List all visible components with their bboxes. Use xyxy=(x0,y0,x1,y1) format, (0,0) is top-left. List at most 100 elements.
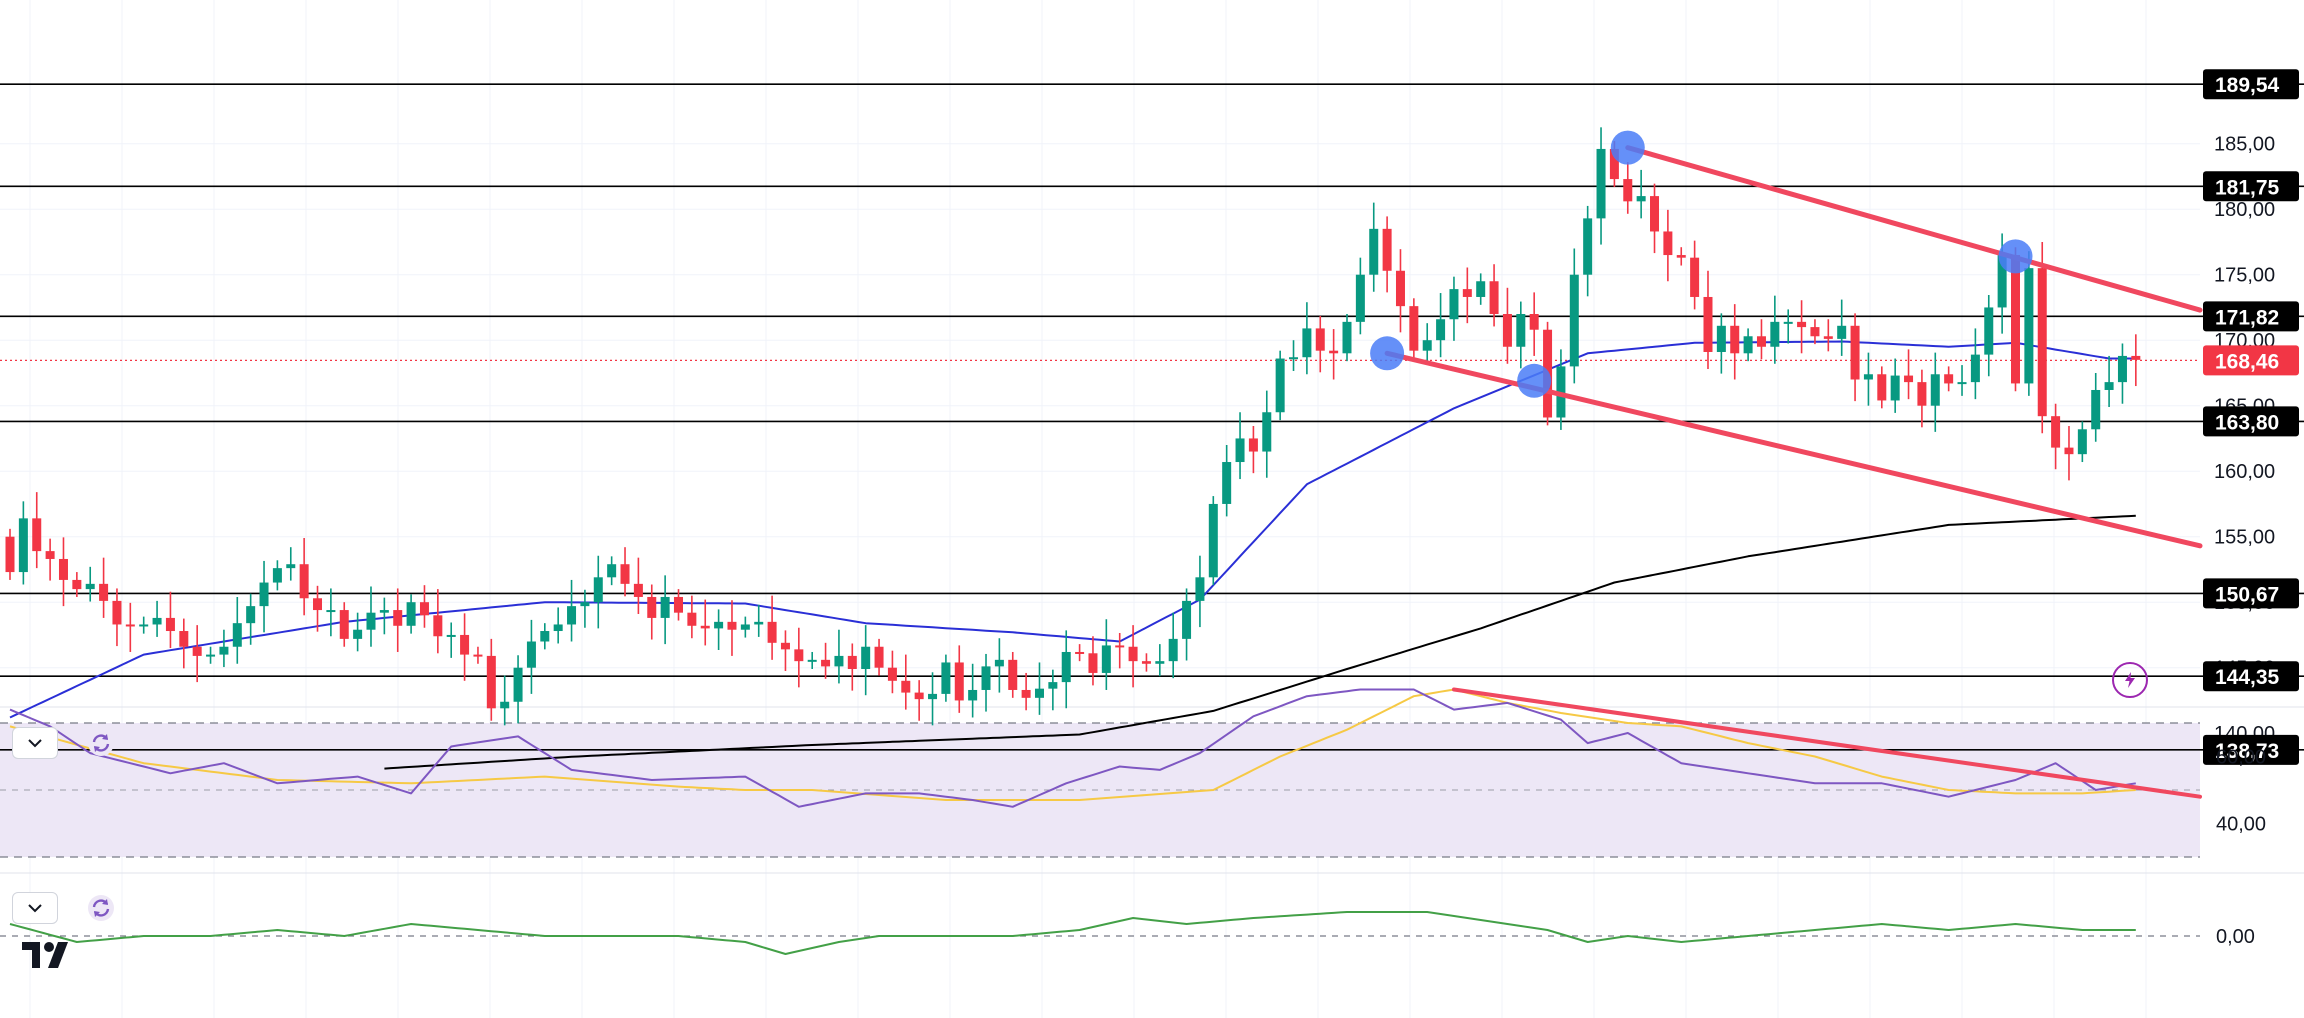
price-axis[interactable]: 185,00180,00175,00170,00165,00160,00155,… xyxy=(2214,134,2275,746)
level-price-tag xyxy=(2203,301,2299,332)
candle-body xyxy=(834,655,844,667)
candle-body xyxy=(1088,653,1098,673)
candle-body xyxy=(1101,645,1111,673)
candle-body xyxy=(847,655,857,670)
oscillator-lines xyxy=(9,911,2136,955)
candle-body xyxy=(620,564,630,584)
candle-body xyxy=(1890,375,1900,401)
candle-body xyxy=(1997,255,2007,308)
pivot-markers xyxy=(1370,130,2033,398)
candle-body xyxy=(526,641,536,668)
candle-body xyxy=(406,602,416,626)
candle-body xyxy=(994,659,1004,667)
rsi-signal-line xyxy=(9,688,2136,801)
oscillator-collapse-button[interactable] xyxy=(12,892,58,924)
candlesticks xyxy=(5,127,2141,726)
moving-averages xyxy=(9,340,2136,770)
price-tick-label: 175,00 xyxy=(2214,265,2275,287)
candle-body xyxy=(687,612,697,626)
horizontal-levels xyxy=(0,83,2304,751)
candle-body xyxy=(1797,321,1807,328)
candle-body xyxy=(914,692,924,700)
candle-body xyxy=(1596,148,1606,219)
candle-body xyxy=(419,602,429,616)
candle-body xyxy=(2117,355,2127,383)
price-tick-label: 160,00 xyxy=(2214,461,2275,483)
candle-body xyxy=(1917,382,1927,406)
candle-body xyxy=(125,624,135,627)
candle-body xyxy=(1222,462,1232,504)
candle-body xyxy=(1703,296,1713,352)
replay-button[interactable] xyxy=(2112,662,2148,698)
rsi-collapse-button[interactable] xyxy=(12,727,58,759)
candle-body xyxy=(1676,255,1686,258)
tradingview-logo[interactable] xyxy=(22,938,84,970)
pivot-marker xyxy=(1610,130,1645,165)
candle-body xyxy=(821,659,831,667)
candle-body xyxy=(5,536,15,573)
candle-body xyxy=(179,631,189,647)
candle-body xyxy=(45,551,55,559)
candle-body xyxy=(326,610,336,613)
candle-body xyxy=(633,583,643,597)
candle-body xyxy=(1516,314,1526,347)
candle-body xyxy=(139,624,149,627)
candle-body xyxy=(1984,307,1994,355)
candle-body xyxy=(1115,645,1125,648)
candle-body xyxy=(567,606,577,625)
candle-body xyxy=(1395,270,1405,307)
candle-body xyxy=(1195,577,1205,601)
candle-body xyxy=(1650,196,1660,232)
candle-body xyxy=(1248,438,1258,452)
level-price-tag xyxy=(2203,578,2299,609)
candle-body xyxy=(1315,328,1325,351)
candle-body xyxy=(1034,688,1044,698)
candle-body xyxy=(1449,289,1459,320)
candle-body xyxy=(861,646,871,670)
candle-body xyxy=(1155,661,1165,664)
candle-body xyxy=(1409,306,1419,351)
candle-body xyxy=(486,655,496,709)
candle-body xyxy=(1262,412,1272,452)
candle-body xyxy=(2024,268,2034,384)
candle-body xyxy=(1208,503,1218,578)
candle-body xyxy=(1730,325,1740,354)
candle-body xyxy=(1877,374,1887,401)
candle-body xyxy=(1182,600,1192,639)
candle-body xyxy=(500,701,510,709)
candle-body xyxy=(1663,231,1673,256)
candle-body xyxy=(754,621,764,625)
current-price-tag-label: 168,46 xyxy=(2215,350,2279,373)
candle-body xyxy=(366,612,376,630)
candle-body xyxy=(2091,389,2101,430)
candle-body xyxy=(219,646,229,655)
sma50-line xyxy=(9,340,2136,719)
candle-body xyxy=(1302,328,1312,358)
candle-body xyxy=(192,646,202,656)
candle-body xyxy=(165,617,175,632)
candle-body xyxy=(58,558,68,580)
candle-body xyxy=(32,518,42,552)
chevron-down-icon xyxy=(28,904,42,913)
rsi-refresh-button[interactable] xyxy=(86,728,116,758)
candle-body xyxy=(473,654,483,657)
candle-body xyxy=(1436,319,1446,341)
candle-body xyxy=(1342,321,1352,354)
candle-body xyxy=(1930,374,1940,406)
candle-body xyxy=(2077,429,2087,455)
candle-body xyxy=(259,582,269,607)
rsi-line xyxy=(9,688,2136,808)
candle-body xyxy=(232,623,242,647)
candle-body xyxy=(272,568,282,583)
candle-body xyxy=(1289,357,1299,360)
level-price-tag-label: 150,67 xyxy=(2215,583,2279,606)
candle-body xyxy=(1275,358,1285,413)
current-price-tag xyxy=(2203,345,2299,376)
oscillator-refresh-button[interactable] xyxy=(86,893,116,923)
candle-body xyxy=(727,621,737,630)
candle-body xyxy=(1569,274,1579,367)
candle-body xyxy=(1623,179,1633,202)
candle-body xyxy=(393,610,403,626)
candle-body xyxy=(1008,659,1018,690)
